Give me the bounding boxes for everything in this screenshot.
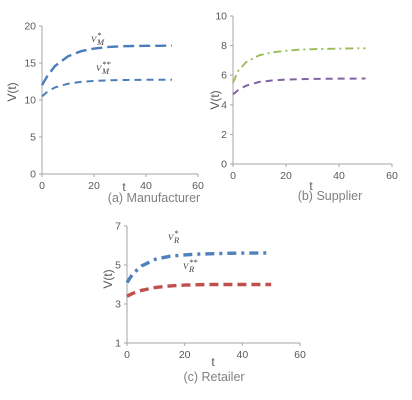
series-line-2 xyxy=(126,282,272,298)
y-tick-label: 20 xyxy=(24,21,36,33)
y-tick-label: 15 xyxy=(24,58,36,70)
y-tick-label: 5 xyxy=(30,132,36,144)
panel-caption: (c) Retailer xyxy=(183,370,244,384)
y-tick-label: 8 xyxy=(221,40,227,52)
y-tick-label: 6 xyxy=(221,70,227,82)
y-axis-label: V(t) xyxy=(208,90,222,109)
y-axis-label: V(t) xyxy=(101,269,115,288)
x-axis-label: t xyxy=(211,355,215,369)
series-label-base: V xyxy=(91,34,98,44)
y-tick-label: 10 xyxy=(24,95,36,107)
panel-caption: (b) Supplier xyxy=(298,189,363,203)
series-label-base: V xyxy=(96,63,103,73)
x-axis-label: t xyxy=(309,179,313,193)
y-tick-label: 1 xyxy=(115,338,121,350)
x-axis-label: t xyxy=(122,180,126,194)
series-label-2: V **R xyxy=(183,257,198,274)
series-line-1 xyxy=(232,47,366,83)
y-tick-label: 5 xyxy=(115,260,121,272)
x-tick-label: 20 xyxy=(280,170,292,182)
chart-panel-2: 0 2 4 6 8 10 0 20 40 60 t V(t) (b) Supplier xyxy=(208,11,398,204)
series-label-2: V **M xyxy=(96,59,111,76)
x-tick-label: 40 xyxy=(140,180,152,192)
x-tick-label: 40 xyxy=(236,349,248,361)
x-tick-label: 40 xyxy=(333,170,345,182)
series-label-sup: ** xyxy=(102,59,111,69)
series-line-2 xyxy=(232,77,366,96)
series-line-2 xyxy=(41,78,172,98)
series-label-base: V xyxy=(168,232,175,242)
y-tick-label: 0 xyxy=(221,159,227,171)
series-line-1 xyxy=(40,44,173,86)
series-label-base: V xyxy=(183,261,190,271)
x-tick-label: 60 xyxy=(192,180,204,192)
series-label-sup: ** xyxy=(189,257,198,267)
series-label-sup: * xyxy=(174,228,179,238)
series-label-1: V *M xyxy=(91,30,105,47)
y-tick-label: 7 xyxy=(115,221,121,233)
x-tick-label: 0 xyxy=(39,180,45,192)
x-tick-label: 60 xyxy=(386,170,398,182)
y-axis-label: V(t) xyxy=(5,82,19,101)
x-tick-label: 0 xyxy=(230,170,236,182)
x-tick-label: 20 xyxy=(88,180,100,192)
y-tick-label: 0 xyxy=(30,169,36,181)
series-label-sub: R xyxy=(188,264,195,274)
y-tick-label: 3 xyxy=(115,299,121,311)
y-tick-label: 10 xyxy=(215,11,227,23)
series-label-sub: M xyxy=(96,37,105,47)
x-tick-label: 20 xyxy=(179,349,191,361)
series-label-sub: M xyxy=(101,66,110,76)
series-line-1 xyxy=(125,251,272,284)
series-label-sub: R xyxy=(173,235,180,245)
series-label-sup: * xyxy=(97,30,102,40)
y-tick-label: 4 xyxy=(221,99,227,111)
series-label-1: V *R xyxy=(168,228,180,245)
x-tick-label: 0 xyxy=(124,349,130,361)
x-tick-label: 60 xyxy=(294,349,306,361)
y-tick-label: 2 xyxy=(221,129,227,141)
panel-caption: (a) Manufacturer xyxy=(108,191,200,205)
